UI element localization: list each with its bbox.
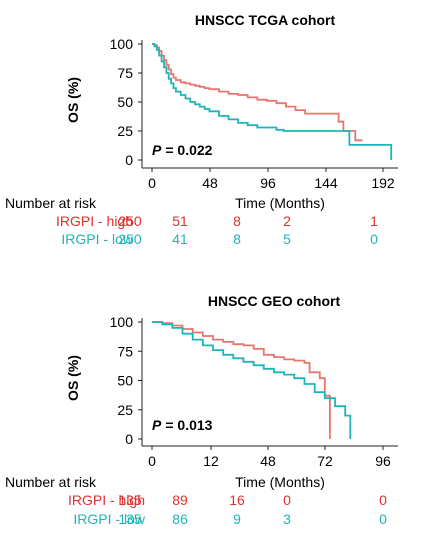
risk-count: 16 [229,492,245,508]
x-tick-label: 96 [260,175,276,191]
geo-panel: HNSCC GEO cohort OS (%) 100 75 50 25 0 0 12 48… [5,293,398,527]
tcga-chart-title: HNSCC TCGA cohort [195,12,336,28]
risk-count: 2 [283,213,291,229]
risk-row-label: IRGPI - high [68,492,145,508]
irgpi-low-curve [152,43,393,160]
risk-count: 0 [370,231,378,247]
geo-p-value: P = 0.013 [152,417,213,433]
y-tick-label: 50 [117,373,133,389]
x-tick-label: 72 [317,453,333,469]
tcga-risk-heading: Number at risk [5,195,97,211]
risk-row-label: IRGPI - low [61,231,133,247]
y-tick-label: 100 [110,314,134,330]
geo-risk-heading: Number at risk [5,474,97,490]
x-tick-label: 0 [148,453,156,469]
x-tick-label: 144 [314,175,338,191]
y-tick-label: 0 [125,152,133,168]
geo-p-number: = 0.013 [165,417,212,433]
risk-count: 8 [233,231,241,247]
risk-count: 86 [172,511,188,527]
y-tick-label: 50 [117,94,133,110]
irgpi-high-curve [152,321,331,439]
risk-count: 3 [283,511,291,527]
risk-count: 135 [118,492,142,508]
x-tick-label: 192 [371,175,395,191]
risk-row-label: IRGPI - high [56,213,133,229]
geo-x-axis-label: Time (Months) [235,474,325,490]
tcga-x-axis-label: Time (Months) [235,195,325,211]
y-tick-label: 25 [117,402,133,418]
irgpi-high-curve [152,43,363,142]
risk-count: 5 [283,231,291,247]
risk-count: 9 [233,511,241,527]
risk-count: 0 [379,511,387,527]
risk-count: 135 [118,511,142,527]
tcga-y-ticks: 100 75 50 25 0 [110,36,142,168]
x-tick-label: 48 [260,453,276,469]
x-tick-label: 48 [202,175,218,191]
x-tick-label: 12 [203,453,219,469]
risk-count: 250 [118,213,142,229]
risk-count: 0 [379,492,387,508]
irgpi-low-curve [152,321,352,439]
tcga-x-ticks: 0 48 96 144 192 [148,168,395,191]
geo-chart-title: HNSCC GEO cohort [208,293,341,309]
risk-count: 1 [370,213,378,229]
tcga-curves [152,43,393,160]
tcga-p-symbol: P [152,142,162,158]
y-tick-label: 0 [125,431,133,447]
risk-count: 89 [172,492,188,508]
y-tick-label: 75 [117,65,133,81]
geo-p-symbol: P [152,417,162,433]
tcga-p-value: P = 0.022 [152,142,213,158]
geo-y-ticks: 100 75 50 25 0 [110,314,142,447]
geo-x-ticks: 0 12 48 72 96 [148,446,391,469]
risk-count: 8 [233,213,241,229]
tcga-y-axis-label: OS (%) [65,77,81,123]
y-tick-label: 75 [117,343,133,359]
y-tick-label: 25 [117,123,133,139]
x-tick-label: 96 [375,453,391,469]
risk-row-label: IRGPI - low [73,511,145,527]
risk-count: 41 [172,231,188,247]
y-tick-label: 100 [110,36,134,52]
risk-count: 0 [283,492,291,508]
risk-count: 51 [172,213,188,229]
risk-count: 250 [118,231,142,247]
x-tick-label: 0 [148,175,156,191]
tcga-p-number: = 0.022 [165,142,212,158]
geo-y-axis-label: OS (%) [65,355,81,401]
geo-curves [152,321,352,439]
